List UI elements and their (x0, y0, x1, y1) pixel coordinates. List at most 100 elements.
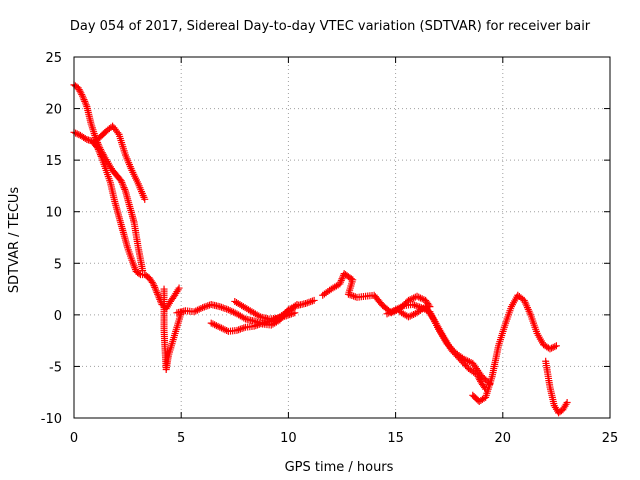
data-point (117, 177, 125, 185)
data-point (390, 307, 398, 315)
data-point (151, 283, 159, 291)
y-tick-label: 25 (45, 51, 62, 66)
y-tick-label: 5 (54, 257, 62, 272)
data-point (151, 285, 159, 293)
data-point (337, 276, 345, 284)
data-point (219, 325, 227, 333)
data-point (81, 134, 89, 142)
data-point (303, 299, 311, 307)
y-tick-labels: -10 -5 0 5 10 15 20 25 (41, 51, 62, 427)
grid (74, 57, 610, 418)
data-point (221, 304, 229, 312)
data-point (398, 302, 406, 310)
data-point (257, 320, 265, 328)
data-point (94, 144, 102, 152)
data-point (410, 294, 418, 302)
data-point (209, 320, 217, 328)
data-point (81, 97, 89, 105)
y-tick-label: -5 (49, 360, 62, 375)
data-point (289, 309, 297, 317)
data-point (195, 305, 203, 313)
chart-title: Day 054 of 2017, Sidereal Day-to-day VTE… (70, 19, 591, 34)
data-point (75, 86, 83, 94)
data-point (79, 92, 87, 100)
data-point (563, 399, 571, 407)
data-point (119, 180, 127, 188)
data-point (149, 280, 157, 288)
data-point (95, 147, 103, 155)
data-point (348, 291, 356, 299)
data-point (199, 304, 207, 312)
data-point (224, 306, 232, 314)
data-point (406, 312, 414, 320)
series-track-g (231, 297, 299, 323)
data-point (336, 280, 344, 288)
data-point (344, 290, 352, 298)
data-point (338, 275, 346, 283)
data-point (346, 291, 354, 299)
data-point (81, 99, 89, 107)
data-point (305, 298, 313, 306)
y-axis-label: SDTVAR / TECUs (7, 187, 22, 294)
data-point (120, 184, 128, 192)
data-point (291, 309, 299, 317)
series-track-l (542, 357, 571, 417)
data-point (397, 303, 405, 311)
y-tick-label: 20 (45, 103, 62, 118)
series-track-c (89, 139, 183, 313)
data-point (141, 195, 149, 203)
data-point (409, 301, 417, 309)
data-point (286, 311, 294, 319)
x-tick-label: 0 (70, 431, 78, 446)
data-point (219, 304, 227, 312)
data-point (284, 311, 292, 319)
series-track-k (469, 291, 560, 405)
data-point (392, 306, 400, 314)
x-tick-label: 5 (177, 431, 185, 446)
data-point (552, 342, 560, 350)
data-point (96, 151, 104, 159)
data-point (385, 309, 393, 317)
data-point (228, 307, 236, 315)
data-point (464, 357, 472, 365)
data-point (204, 302, 212, 310)
series-track-j (396, 303, 490, 393)
x-tick-label: 25 (602, 431, 619, 446)
data-point (551, 343, 559, 351)
data-point (250, 322, 258, 330)
data-point (119, 182, 127, 190)
plot-frame (73, 56, 611, 419)
data-point (230, 308, 238, 316)
data-point (308, 297, 316, 305)
data-point (310, 296, 318, 304)
data-point (412, 302, 420, 310)
data-point (221, 326, 229, 334)
data-point (82, 101, 90, 109)
data-point (211, 321, 219, 329)
data-point (97, 152, 105, 160)
data-point (74, 84, 82, 92)
data-point (418, 295, 426, 303)
data-point (94, 145, 102, 153)
data-point (190, 308, 198, 316)
data-point (465, 358, 473, 366)
x-tick-label: 20 (495, 431, 512, 446)
data-point (255, 320, 263, 328)
data-point (386, 308, 394, 316)
data-point (73, 130, 81, 138)
y-tick-label: 0 (54, 309, 62, 324)
data-point (207, 319, 215, 327)
data-point (197, 304, 205, 312)
data-point (118, 178, 126, 186)
data-point (255, 312, 263, 320)
data-point (202, 302, 210, 310)
data-point (216, 323, 224, 331)
data-point (76, 87, 84, 95)
data-point (350, 292, 358, 300)
data-point (404, 313, 412, 321)
data-point (226, 307, 234, 315)
x-tick-labels: 0 5 10 15 20 25 (70, 431, 618, 446)
axis-ticks (73, 56, 611, 419)
data-point (254, 321, 262, 329)
data-point (238, 324, 246, 332)
